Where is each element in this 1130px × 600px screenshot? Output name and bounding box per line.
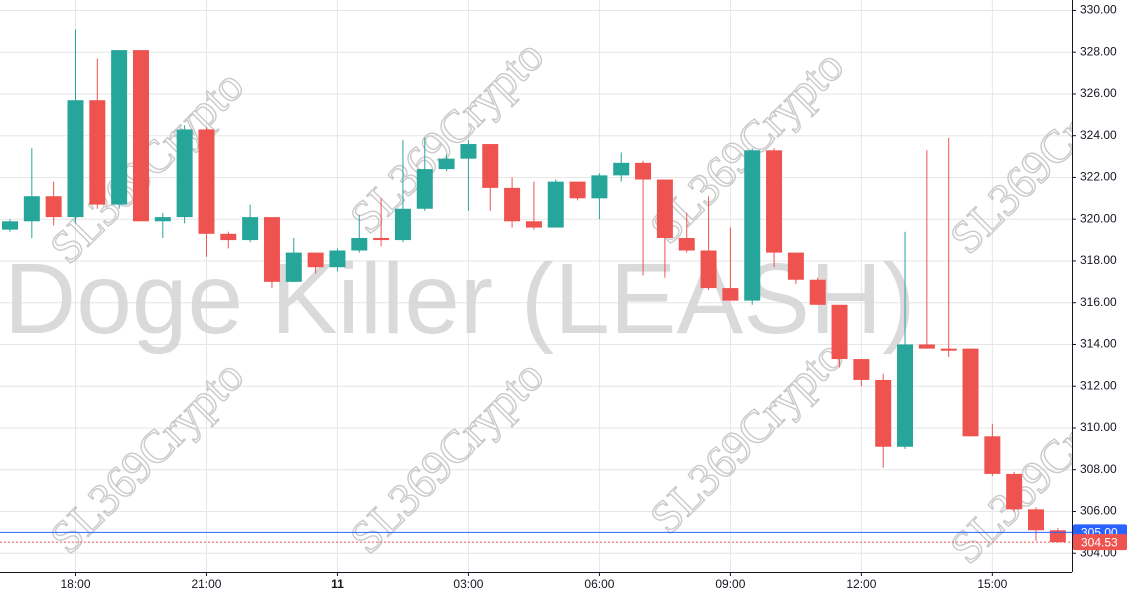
y-tick-label: 328.00 (1080, 44, 1117, 58)
y-tick-label: 318.00 (1080, 253, 1117, 267)
y-tick-label: 308.00 (1080, 462, 1117, 476)
y-tick-label: 330.00 (1080, 3, 1117, 17)
candle-body (67, 100, 84, 218)
candle-body (591, 175, 608, 199)
candle-body (89, 100, 106, 205)
watermark-text: SL369Crypto (340, 30, 553, 243)
candle-body (2, 221, 18, 230)
candle-body (1028, 509, 1045, 531)
candle-body (766, 150, 783, 253)
candle-body (438, 158, 455, 170)
candle-body (656, 179, 673, 238)
y-tick-label: 322.00 (1080, 170, 1117, 184)
candle-body (787, 252, 804, 280)
candle-body (373, 237, 390, 241)
candle-body (613, 162, 630, 176)
x-tick-label: 21:00 (191, 577, 221, 591)
price-label-box (1073, 534, 1127, 551)
candle-body (263, 217, 280, 282)
y-tick-label: 316.00 (1080, 295, 1117, 309)
candle-body (504, 187, 521, 222)
candle-body (962, 348, 979, 437)
y-tick-label: 320.00 (1080, 211, 1117, 225)
y-tick-label: 326.00 (1080, 86, 1117, 100)
candle-body (831, 304, 848, 360)
x-tick-label: 12:00 (846, 577, 876, 591)
price-label: 304.53 (1081, 535, 1118, 549)
candle-body (198, 129, 215, 234)
candle-body (918, 344, 935, 349)
x-tick-label: 18:00 (60, 577, 90, 591)
candle-body (1006, 473, 1023, 510)
x-tick-label: 15:00 (977, 577, 1007, 591)
y-tick-label: 312.00 (1080, 378, 1117, 392)
candle-body (285, 252, 302, 282)
axis-panel (0, 572, 1072, 600)
candle-body (700, 250, 717, 289)
watermark-text: SL369Crypto (340, 350, 553, 563)
candle-body (940, 348, 957, 351)
x-tick-label: 09:00 (715, 577, 745, 591)
candle-body (394, 208, 411, 241)
candle-body (678, 237, 695, 251)
y-tick-label: 306.00 (1080, 504, 1117, 518)
axis-panel (1072, 0, 1130, 600)
candle-body (722, 288, 739, 301)
candle-body (45, 196, 62, 218)
candle-body (176, 129, 193, 218)
candle-body (744, 150, 761, 301)
x-tick-label: 06:00 (584, 577, 614, 591)
candle-body (220, 233, 237, 241)
watermark-text: SL369Crypto (40, 350, 253, 563)
candle-body (897, 344, 914, 447)
candle-body (525, 221, 542, 228)
candle-body (416, 169, 433, 209)
candle-body (154, 217, 171, 222)
candle-body (984, 436, 1001, 474)
candle-body (635, 162, 652, 180)
candle-body (23, 196, 40, 222)
candle-body (1049, 530, 1066, 543)
candle-body (460, 144, 477, 159)
candle-body (329, 250, 346, 268)
candle-body (132, 50, 149, 222)
x-tick-label: 11 (331, 577, 344, 591)
candle-body (307, 252, 324, 268)
y-tick-label: 324.00 (1080, 128, 1117, 142)
candle-body (853, 359, 870, 380)
candle-body (111, 50, 128, 205)
candle-body (547, 181, 564, 228)
candle-body (242, 217, 259, 241)
watermark: Doge Killer (LEASH) (4, 243, 915, 355)
candle-body (809, 279, 826, 305)
candle-body (875, 379, 892, 447)
y-tick-label: 310.00 (1080, 420, 1117, 434)
x-tick-label: 03:00 (453, 577, 483, 591)
candle-body (351, 237, 368, 251)
candle-body (569, 181, 586, 199)
y-tick-label: 314.00 (1080, 337, 1117, 351)
candle-body (482, 144, 499, 188)
